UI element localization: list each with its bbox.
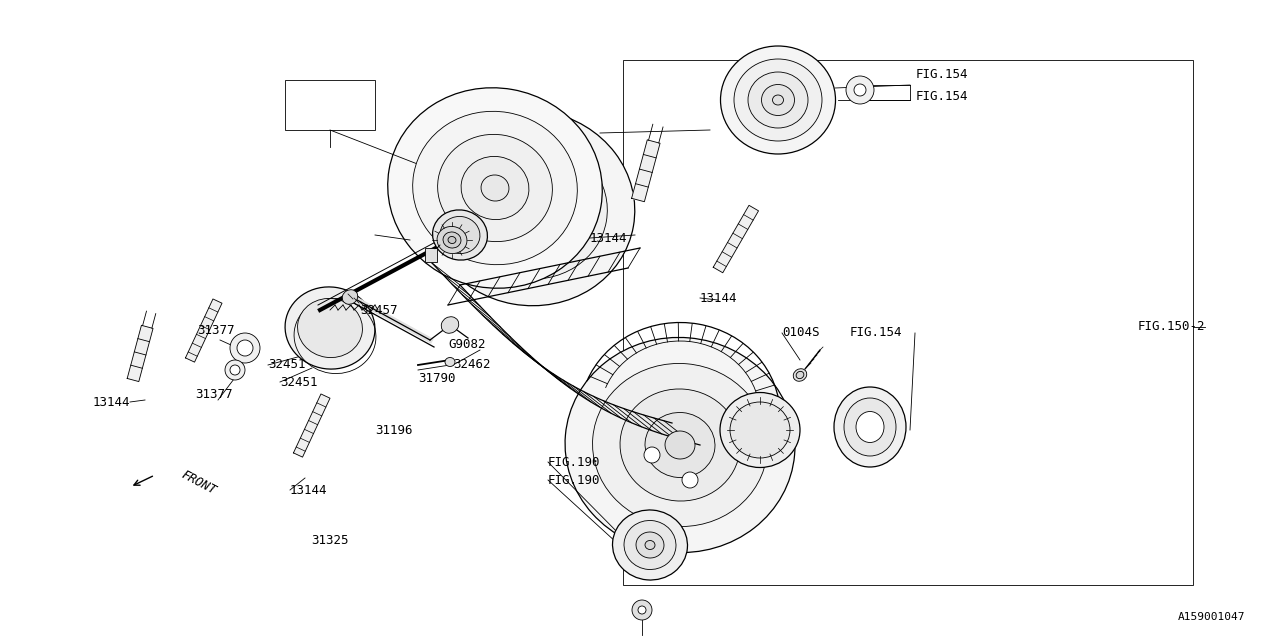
Text: FRONT: FRONT xyxy=(179,468,218,497)
Text: 0104S: 0104S xyxy=(782,326,819,339)
Ellipse shape xyxy=(433,210,488,260)
Ellipse shape xyxy=(796,371,804,379)
Ellipse shape xyxy=(436,227,467,253)
Text: 31196: 31196 xyxy=(375,424,412,436)
Text: FIG.154: FIG.154 xyxy=(850,326,902,339)
Ellipse shape xyxy=(425,110,635,306)
Ellipse shape xyxy=(844,398,896,456)
Ellipse shape xyxy=(645,541,655,550)
Ellipse shape xyxy=(342,290,358,304)
Ellipse shape xyxy=(445,358,454,367)
Polygon shape xyxy=(713,205,759,273)
Ellipse shape xyxy=(748,72,808,128)
Text: 13144: 13144 xyxy=(590,232,627,244)
Circle shape xyxy=(230,365,241,375)
Text: FIG.190: FIG.190 xyxy=(548,456,600,468)
Polygon shape xyxy=(127,325,154,381)
Ellipse shape xyxy=(636,532,664,558)
Ellipse shape xyxy=(666,431,695,459)
Circle shape xyxy=(237,340,253,356)
Ellipse shape xyxy=(448,237,456,243)
Text: FIG.154: FIG.154 xyxy=(916,68,969,81)
Ellipse shape xyxy=(477,160,582,256)
Circle shape xyxy=(682,472,698,488)
Ellipse shape xyxy=(719,392,800,467)
Polygon shape xyxy=(631,140,660,202)
Text: 13144: 13144 xyxy=(92,396,131,408)
Circle shape xyxy=(632,600,652,620)
Circle shape xyxy=(846,76,874,104)
Ellipse shape xyxy=(461,156,529,220)
Bar xyxy=(425,248,436,262)
Text: 32457: 32457 xyxy=(360,303,398,317)
Text: 31790: 31790 xyxy=(419,371,456,385)
Ellipse shape xyxy=(297,298,362,358)
Text: FIG.154: FIG.154 xyxy=(916,90,969,104)
Circle shape xyxy=(230,333,260,363)
Text: FIG.150-2: FIG.150-2 xyxy=(1138,321,1204,333)
Ellipse shape xyxy=(442,317,458,333)
Text: A159001047: A159001047 xyxy=(1178,612,1245,622)
Ellipse shape xyxy=(412,111,577,265)
Ellipse shape xyxy=(613,510,687,580)
Ellipse shape xyxy=(481,175,509,201)
Ellipse shape xyxy=(721,46,836,154)
Text: 32451: 32451 xyxy=(280,376,317,388)
Ellipse shape xyxy=(440,216,480,253)
Ellipse shape xyxy=(733,59,822,141)
Ellipse shape xyxy=(762,84,795,115)
Text: FIG.190: FIG.190 xyxy=(548,474,600,486)
Polygon shape xyxy=(293,394,330,457)
Circle shape xyxy=(644,447,660,463)
Ellipse shape xyxy=(645,413,716,477)
Ellipse shape xyxy=(794,369,806,381)
Circle shape xyxy=(225,360,244,380)
Polygon shape xyxy=(186,299,221,362)
Circle shape xyxy=(854,84,867,96)
Ellipse shape xyxy=(388,88,603,288)
Ellipse shape xyxy=(856,412,884,442)
Ellipse shape xyxy=(443,232,461,248)
Bar xyxy=(285,80,375,130)
Text: 31377: 31377 xyxy=(195,388,233,401)
Ellipse shape xyxy=(625,520,676,570)
Ellipse shape xyxy=(453,137,607,279)
Ellipse shape xyxy=(773,95,783,105)
Ellipse shape xyxy=(285,287,375,369)
Ellipse shape xyxy=(835,387,906,467)
Circle shape xyxy=(637,606,646,614)
Text: 13144: 13144 xyxy=(291,483,328,497)
Ellipse shape xyxy=(620,389,740,501)
Bar xyxy=(623,60,1193,585)
Ellipse shape xyxy=(564,337,795,552)
Text: 31325: 31325 xyxy=(311,534,348,547)
Ellipse shape xyxy=(593,364,768,527)
Text: 32451: 32451 xyxy=(268,358,306,371)
Text: 32462: 32462 xyxy=(453,358,490,371)
Ellipse shape xyxy=(438,134,553,242)
Ellipse shape xyxy=(730,402,790,458)
Text: 13144: 13144 xyxy=(700,291,737,305)
Text: G9082: G9082 xyxy=(448,339,485,351)
Text: 31377: 31377 xyxy=(197,323,234,337)
